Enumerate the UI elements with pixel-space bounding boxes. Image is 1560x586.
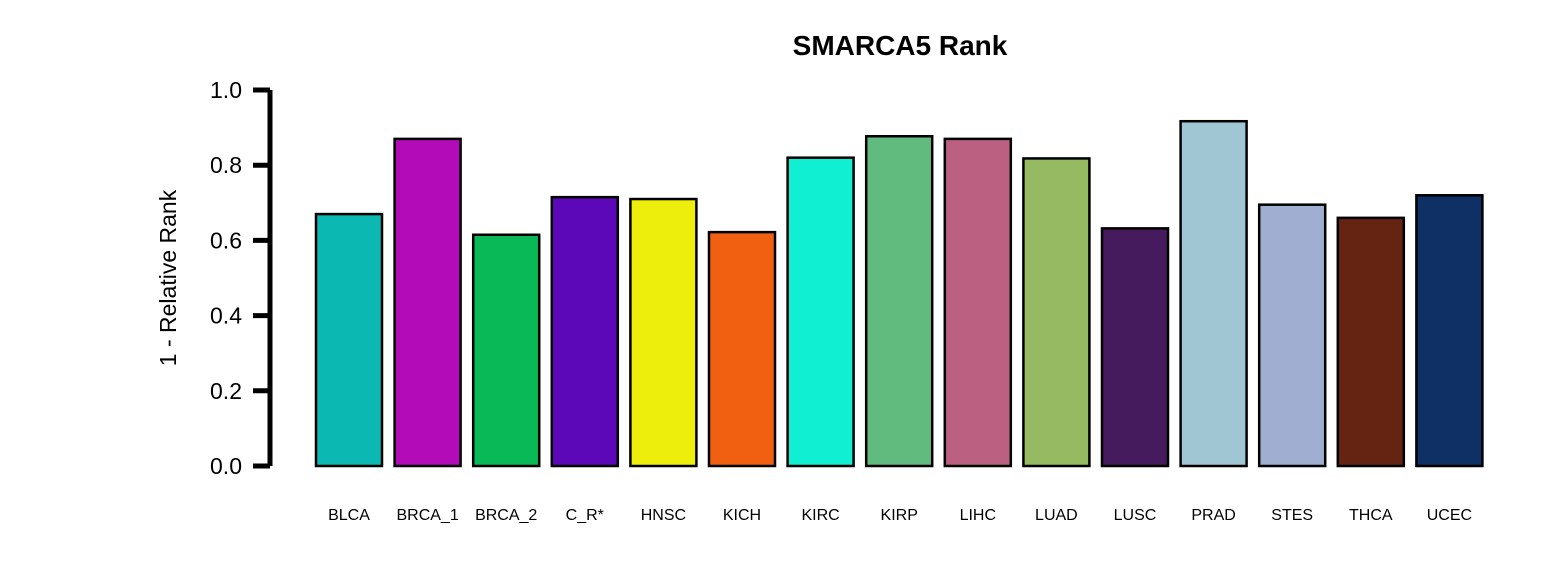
x-tick-label: LIHC	[960, 507, 996, 524]
bar-kich	[707, 230, 777, 468]
x-tick-label: BRCA_2	[475, 507, 537, 524]
bar-c-r	[550, 195, 620, 468]
bar-lihc	[943, 137, 1013, 468]
x-tick-label: PRAD	[1191, 507, 1235, 524]
bar-stes	[1257, 203, 1327, 468]
x-tick-label: HNSC	[641, 507, 686, 524]
x-tick-label: UCEC	[1427, 507, 1472, 524]
x-tick-label: BRCA_1	[396, 507, 458, 524]
bar-lusc	[1100, 227, 1170, 468]
bar-thca	[1336, 216, 1406, 468]
y-tick-label: 1.0	[210, 77, 242, 103]
bar-hnsc	[629, 197, 698, 468]
y-tick-label: 0.2	[210, 378, 242, 404]
y-tick-label: 0.8	[210, 152, 242, 178]
bar-kirc	[786, 156, 855, 468]
y-tick-label: 0.6	[210, 227, 242, 253]
bar-brca-1	[393, 137, 462, 468]
bar-prad	[1179, 119, 1248, 468]
bar-ucec	[1415, 194, 1484, 468]
x-tick-label: THCA	[1349, 507, 1393, 524]
bar-luad	[1022, 157, 1091, 468]
x-tick-label: KIRC	[801, 507, 839, 524]
bar-brca-2	[471, 233, 541, 468]
bar-kirp	[864, 134, 934, 468]
x-tick-labels: BLCA BRCA_1 BRCA_2 C_R* HNSC KICH KIRC KIRP LIHC…	[328, 507, 1472, 524]
y-tick-label: 0.4	[210, 303, 242, 329]
x-tick-label: LUSC	[1114, 507, 1157, 524]
bar-blca	[314, 212, 384, 468]
bars-group	[314, 119, 1484, 468]
chart-title: SMARCA5 Rank	[793, 30, 1008, 61]
x-tick-label: STES	[1271, 507, 1313, 524]
x-tick-label: KIRP	[881, 507, 918, 524]
x-tick-label: KICH	[723, 507, 761, 524]
y-axis: 0.0 0.2 0.4 0.6 0.8 1.0	[210, 77, 273, 479]
x-tick-label: BLCA	[328, 507, 370, 524]
x-tick-label: C_R*	[566, 507, 604, 524]
y-tick-label: 0.0	[210, 453, 242, 479]
y-axis-label: 1 - Relative Rank	[155, 189, 181, 366]
x-tick-label: LUAD	[1035, 507, 1078, 524]
